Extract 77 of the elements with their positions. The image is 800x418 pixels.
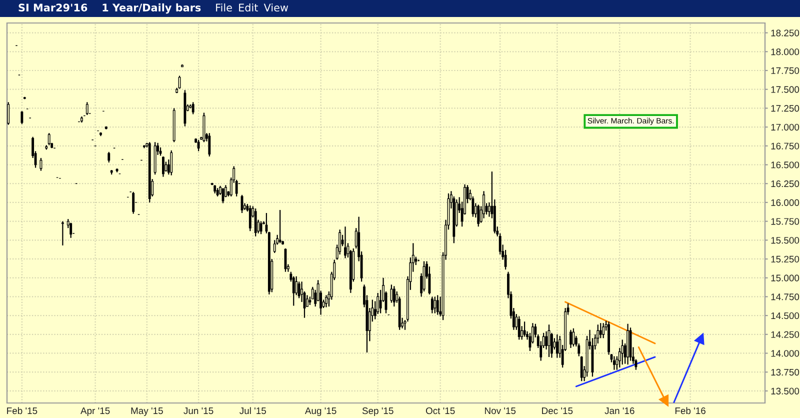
candlestick <box>278 209 282 244</box>
candlestick <box>192 102 194 115</box>
y-tick-label: 16.500 <box>771 162 800 168</box>
y-tick-label: 13.750 <box>771 368 800 376</box>
candlestick <box>477 204 480 228</box>
x-tick-label: May '15 <box>131 408 163 416</box>
x-tick-label: Feb '16 <box>675 407 706 414</box>
x-tick-label: Aug '15 <box>304 408 336 416</box>
text: View <box>264 3 288 12</box>
y-tick-label: 17.250 <box>771 105 800 112</box>
candlestick <box>164 161 168 172</box>
candlestick <box>523 321 526 338</box>
y-tick-label: 14.250 <box>771 331 800 338</box>
candlestick <box>7 102 10 126</box>
candlestick <box>132 191 135 214</box>
text: Edit <box>239 3 258 12</box>
candlestick <box>108 151 110 164</box>
candlestick <box>436 294 439 316</box>
candlestick <box>248 204 252 232</box>
y-tick-label: 17.750 <box>771 67 800 74</box>
y-tick-label: 15.250 <box>771 256 800 263</box>
x-tick-label: Jul '15 <box>240 407 266 414</box>
y-tick-label: 13.500 <box>771 388 800 394</box>
candlestick <box>48 132 50 146</box>
candlestick <box>572 328 575 348</box>
candlestick <box>197 139 200 152</box>
y-tick-label: 16.000 <box>771 199 800 206</box>
candlestick <box>208 132 211 158</box>
candlestick <box>344 226 346 259</box>
x-tick-label: Jan '16 <box>604 407 634 414</box>
x-tick-label: Feb '15 <box>7 407 38 414</box>
candlestick <box>482 190 486 219</box>
y-tick-label: 18.250 <box>771 30 800 36</box>
candlestick <box>325 294 328 308</box>
x-tick-label: Jun '15 <box>184 408 214 414</box>
y-tick-label: 15.500 <box>771 236 800 244</box>
candlestick <box>170 150 173 176</box>
chart-subtitle: 1 Year/Daily bars <box>102 3 201 14</box>
x-tick-label: Sep '15 <box>362 407 394 416</box>
candlestick <box>162 156 164 178</box>
candlestick <box>254 208 257 237</box>
candlestick <box>292 276 295 306</box>
y-tick-label: 17.000 <box>771 124 800 131</box>
candlestick <box>621 339 624 366</box>
candlestick <box>390 284 393 304</box>
x-tick-label: Dec '15 <box>542 408 573 414</box>
candlestick <box>556 334 558 358</box>
candlestick <box>434 296 436 314</box>
y-tick-label: 18.000 <box>771 48 800 56</box>
y-tick-label: 16.250 <box>771 180 800 188</box>
candlestick <box>70 222 72 238</box>
y-tick-label: 15.750 <box>771 218 800 225</box>
y-tick-label: 15.000 <box>771 274 800 282</box>
x-tick-label: Nov '15 <box>485 408 516 414</box>
text: File <box>216 3 232 12</box>
candlestick <box>612 356 616 370</box>
candlestick <box>430 296 434 314</box>
candlestick <box>295 276 298 296</box>
candlestick <box>392 286 396 308</box>
candlestick <box>306 294 308 308</box>
candlestick <box>602 322 605 339</box>
y-tick-label: 14.000 <box>771 350 800 357</box>
candlestick <box>580 356 583 382</box>
candlestick <box>61 220 64 246</box>
chart-title: SI Mar29'16 <box>18 4 88 12</box>
y-tick-label: 16.750 <box>771 142 800 150</box>
candlestick <box>338 229 342 256</box>
candlestick <box>518 316 520 340</box>
candlestick <box>40 157 42 172</box>
candlestick <box>20 110 24 125</box>
y-tick-label: 14.750 <box>771 294 800 300</box>
candlestick <box>570 329 572 349</box>
x-tick-label: Apr '15 <box>80 408 110 416</box>
y-tick-label: 17.500 <box>771 86 800 93</box>
y-tick-label: 14.500 <box>771 312 800 320</box>
x-tick-label: Oct '15 <box>426 407 455 414</box>
candlestick <box>86 102 88 116</box>
